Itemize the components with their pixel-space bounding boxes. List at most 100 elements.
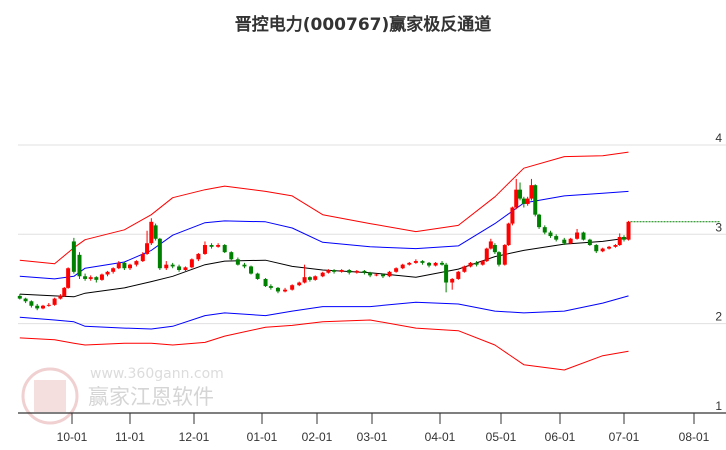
- candle-body: [46, 304, 51, 306]
- candle-body: [255, 273, 260, 279]
- lower-outer-band: [19, 319, 629, 371]
- x-tick-label: 06-01: [545, 430, 576, 444]
- candle-body: [484, 248, 489, 262]
- candle-body: [164, 264, 169, 269]
- candle-body: [518, 189, 523, 199]
- candle-body: [521, 198, 526, 204]
- candle-body: [111, 268, 116, 272]
- candle-body: [105, 271, 110, 275]
- candle-body: [263, 278, 268, 287]
- candle-body: [502, 245, 507, 265]
- candle-body: [394, 268, 399, 272]
- x-tick-label: 03-01: [357, 430, 388, 444]
- candle-body: [290, 285, 295, 290]
- candle-body: [362, 270, 367, 273]
- candle-body: [506, 223, 511, 246]
- y-tick-label: 1: [715, 399, 722, 413]
- candle-body: [35, 305, 40, 309]
- candle-body: [170, 264, 175, 267]
- candle-body: [189, 259, 194, 268]
- candle-body: [548, 232, 553, 237]
- candle-body: [209, 245, 214, 247]
- candle-body: [496, 252, 501, 265]
- candle-body: [196, 253, 201, 260]
- candle-body: [145, 243, 150, 254]
- upper-outer-band: [19, 151, 629, 265]
- candle-body: [474, 262, 479, 265]
- candle-body: [177, 266, 182, 271]
- candle-body: [140, 253, 145, 262]
- x-tick-label: 12-01: [179, 430, 210, 444]
- candle-body: [313, 276, 318, 280]
- x-tick-label: 08-01: [679, 430, 710, 444]
- candle-body: [607, 246, 612, 249]
- candle-body: [368, 272, 373, 276]
- candle-body: [450, 278, 455, 283]
- candle-body: [307, 277, 312, 280]
- lower-inner-band: [19, 295, 629, 330]
- x-tick-label: 05-01: [486, 430, 517, 444]
- candle-body: [297, 282, 302, 286]
- candle-body: [99, 274, 104, 280]
- watermark-brand: 赢家江恩软件: [88, 385, 214, 409]
- x-tick-label: 02-01: [302, 430, 333, 444]
- candle-body: [41, 305, 45, 309]
- candle-body: [283, 289, 288, 292]
- candle-body: [242, 264, 247, 267]
- candle-body: [554, 236, 559, 240]
- candle-body: [380, 274, 385, 277]
- candle-body: [400, 264, 405, 269]
- candle-body: [480, 261, 485, 265]
- candle-body: [617, 236, 622, 246]
- candle-body: [529, 185, 534, 199]
- candle-body: [149, 221, 154, 244]
- candle-body: [427, 262, 432, 266]
- candle-body: [514, 189, 519, 208]
- candle-body: [594, 245, 599, 252]
- candle-body: [525, 198, 530, 204]
- candle-body: [58, 295, 63, 299]
- candle-body: [83, 276, 88, 279]
- candle-body: [134, 261, 139, 265]
- candle-body: [249, 266, 254, 274]
- x-tick-label: 01-01: [247, 430, 278, 444]
- candle-body: [71, 241, 76, 272]
- candle-body: [533, 185, 538, 215]
- candle-body: [222, 245, 227, 253]
- candle-body: [581, 232, 586, 240]
- candle-body: [62, 287, 67, 296]
- candle-body: [562, 239, 567, 244]
- candle-body: [354, 270, 359, 273]
- candle-body: [77, 254, 82, 277]
- candle-body: [122, 262, 127, 269]
- candle-body: [492, 245, 497, 253]
- y-tick-label: 2: [715, 310, 722, 324]
- candle-body: [320, 272, 325, 277]
- candle-body: [229, 252, 234, 260]
- candle-body: [613, 245, 618, 247]
- candle-body: [216, 245, 221, 247]
- candle-body: [268, 286, 273, 288]
- candle-body: [462, 266, 467, 272]
- candle-body: [488, 241, 493, 249]
- candle-body: [332, 270, 337, 272]
- candle-body: [568, 238, 573, 244]
- candle-body: [420, 261, 425, 263]
- x-tick-label: 04-01: [425, 430, 456, 444]
- candle-body: [275, 287, 280, 292]
- candle-body: [537, 214, 542, 228]
- y-tick-label: 3: [715, 220, 722, 234]
- candle-body: [52, 298, 57, 305]
- watermark-url: www.360gann.com: [90, 366, 224, 382]
- candle-body: [202, 245, 207, 254]
- candle-body: [575, 232, 580, 239]
- candle-body: [326, 270, 331, 273]
- candle-body: [444, 264, 449, 283]
- candle-body: [88, 277, 93, 279]
- candle-body: [456, 271, 461, 279]
- x-tick-label: 07-01: [609, 430, 640, 444]
- y-tick-label: 4: [715, 131, 722, 145]
- candle-body: [600, 248, 605, 252]
- candle-body: [339, 270, 344, 272]
- candle-body: [440, 262, 445, 265]
